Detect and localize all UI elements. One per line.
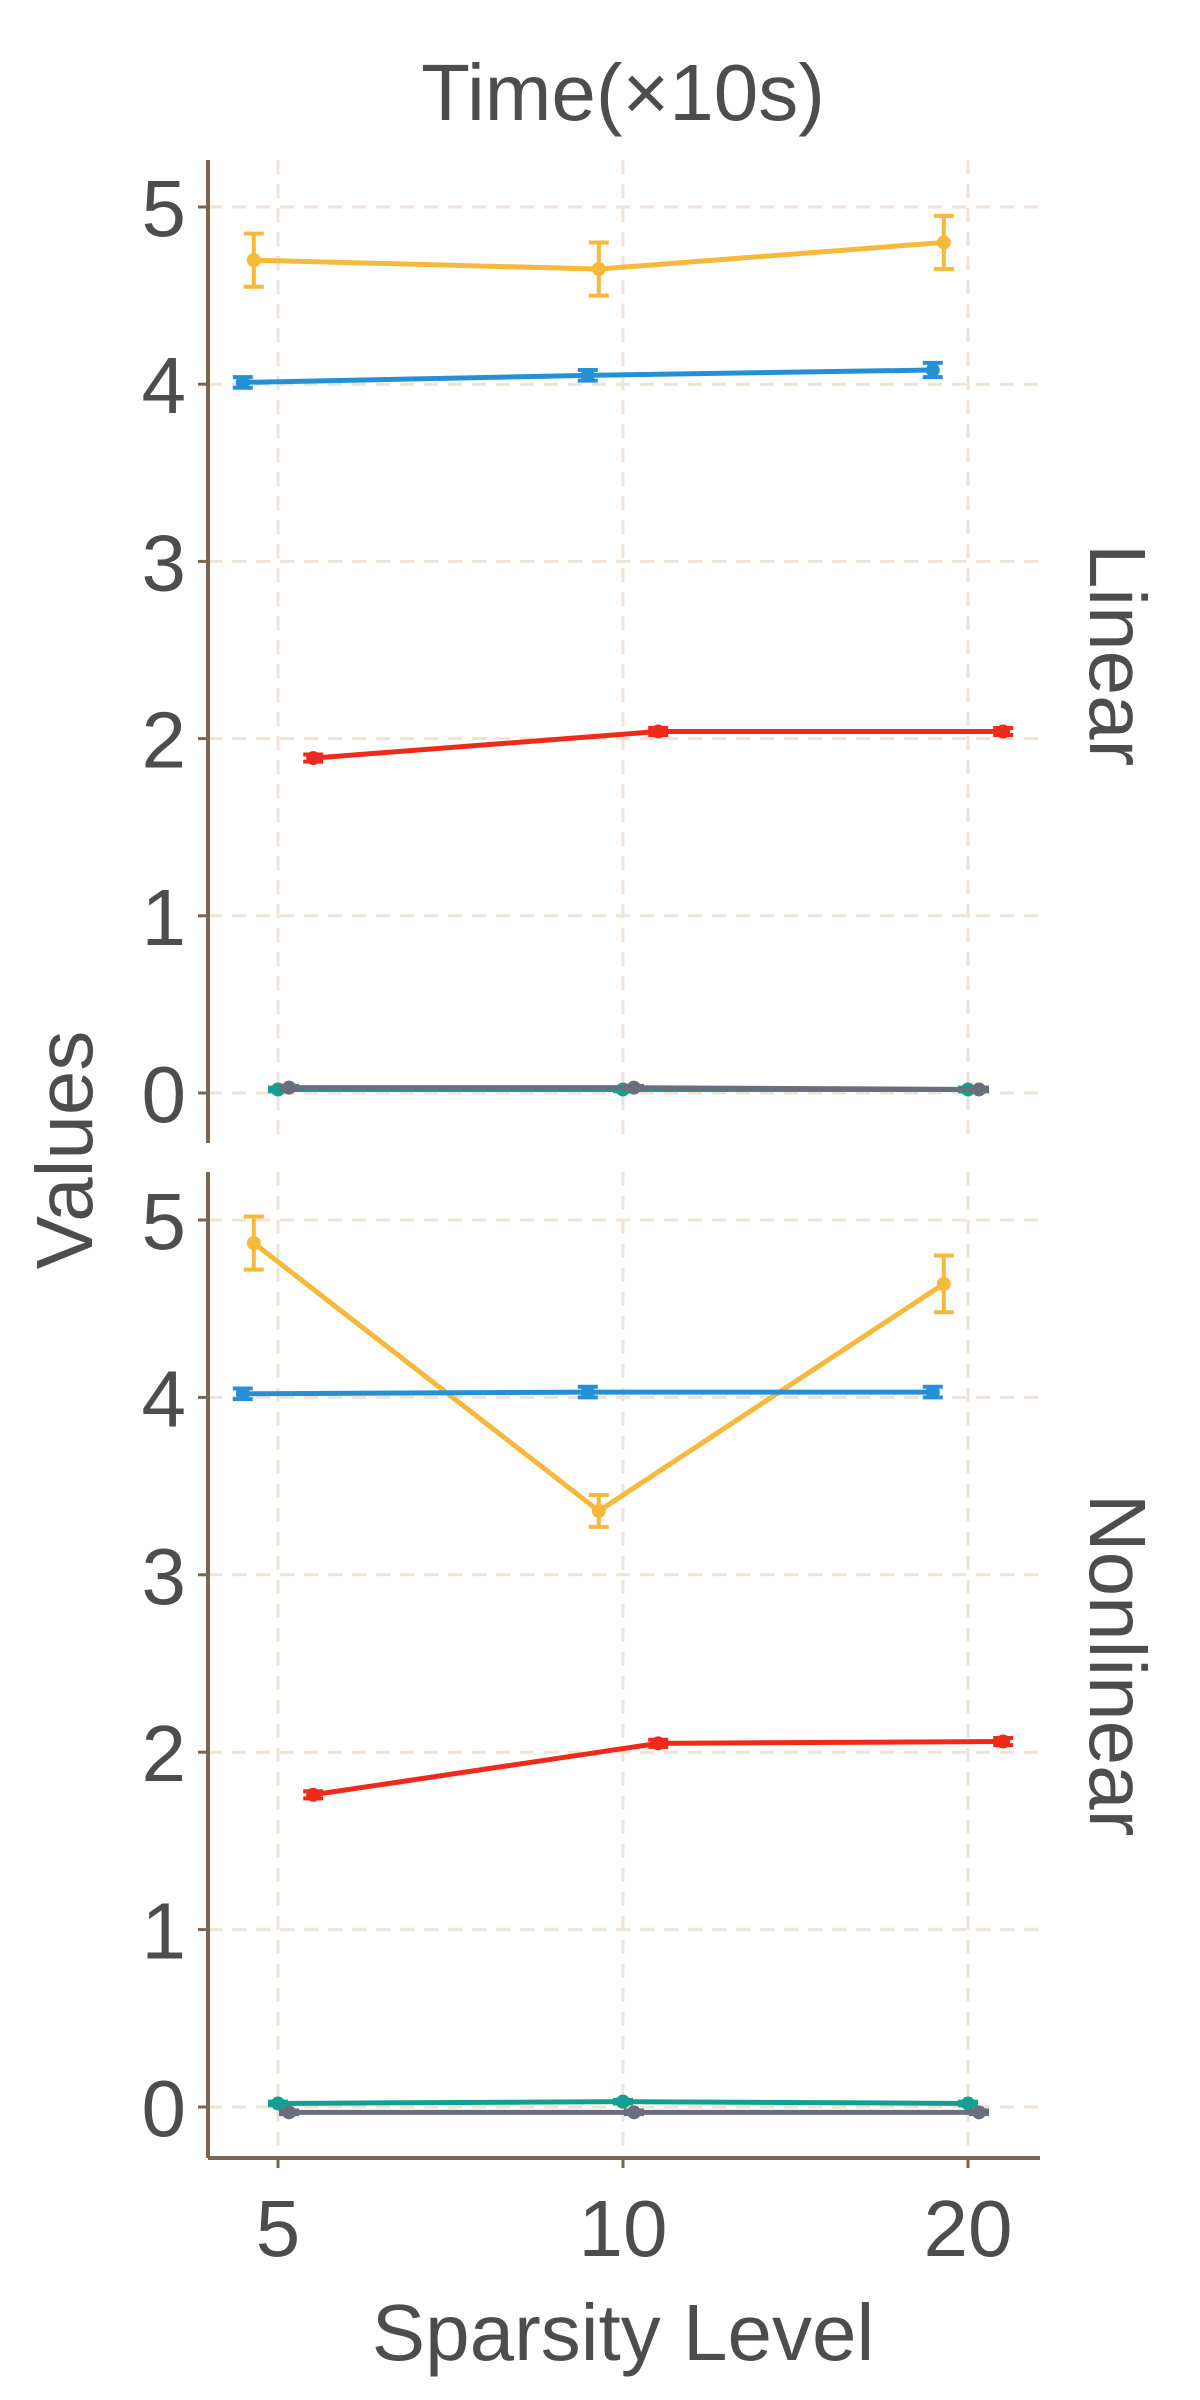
data-point: [972, 2105, 986, 2120]
y-tick-label: 0: [142, 1050, 187, 1139]
y-tick-label: 0: [142, 2064, 187, 2153]
y-tick-label: 4: [142, 1354, 187, 1443]
strip-label: Nonlinear: [1073, 1494, 1162, 1836]
y-tick-label: 4: [142, 341, 187, 430]
series-blue: [232, 1384, 943, 1402]
series-red: [303, 724, 1014, 766]
x-tick-label: 10: [579, 2184, 668, 2273]
chart-title: Time(×10s): [421, 48, 825, 137]
data-point: [651, 1736, 666, 1751]
series-line: [252, 1241, 946, 1515]
data-point: [591, 262, 606, 277]
x-axis-title: Sparsity Level: [372, 2288, 874, 2377]
data-point: [271, 2096, 285, 2111]
data-point: [972, 1082, 986, 1097]
data-point: [306, 1787, 321, 1802]
strip-label: Linear: [1073, 544, 1162, 766]
data-point: [936, 1276, 951, 1291]
series-orange: [243, 213, 954, 298]
data-point: [936, 235, 951, 250]
data-point: [627, 1080, 641, 1095]
panel-linear: 0 1 2 3 4 5 Linear: [142, 160, 1162, 1143]
y-tick-label: 2: [142, 1709, 187, 1798]
y-tick-label: 3: [142, 1532, 187, 1621]
y-axis-title: Values: [20, 1031, 109, 1270]
y-tick-label: 2: [142, 696, 187, 785]
data-point: [235, 375, 250, 390]
data-point: [961, 2096, 975, 2111]
data-point: [996, 1734, 1011, 1749]
panels: 0 1 2 3 4 5 Linear 0 1 2 3 4 5 Nonlinear 5 10 20: [142, 160, 1162, 2273]
x-tick-label: 5: [256, 2184, 301, 2273]
y-tick-label: 5: [142, 164, 187, 253]
panel-nonlinear: 0 1 2 3 4 5 Nonlinear 5 10 20: [142, 1172, 1162, 2273]
y-tick-label: 1: [142, 1887, 187, 1976]
series-orange: [243, 1214, 954, 1529]
data-point: [925, 1385, 940, 1400]
data-point: [591, 1503, 606, 1518]
y-tick-label: 1: [142, 873, 187, 962]
data-point: [246, 253, 261, 268]
data-point: [627, 2105, 641, 2120]
x-tick-label: 20: [924, 2184, 1013, 2273]
data-point: [651, 724, 666, 739]
series-gray: [279, 2105, 989, 2120]
series-red: [303, 1734, 1014, 1802]
y-tick-label: 3: [142, 518, 187, 607]
data-point: [235, 1386, 250, 1401]
y-tick-label: 5: [142, 1177, 187, 1266]
series-gray: [279, 1080, 989, 1097]
data-point: [246, 1236, 261, 1251]
data-point: [282, 2105, 296, 2120]
data-point: [996, 724, 1011, 739]
data-point: [580, 1385, 595, 1400]
data-point: [925, 363, 940, 378]
series-blue: [232, 360, 943, 390]
data-point: [306, 751, 321, 766]
data-point: [282, 1080, 296, 1095]
data-point: [580, 368, 595, 383]
data-point: [616, 2094, 630, 2109]
series-teal: [268, 2094, 978, 2111]
